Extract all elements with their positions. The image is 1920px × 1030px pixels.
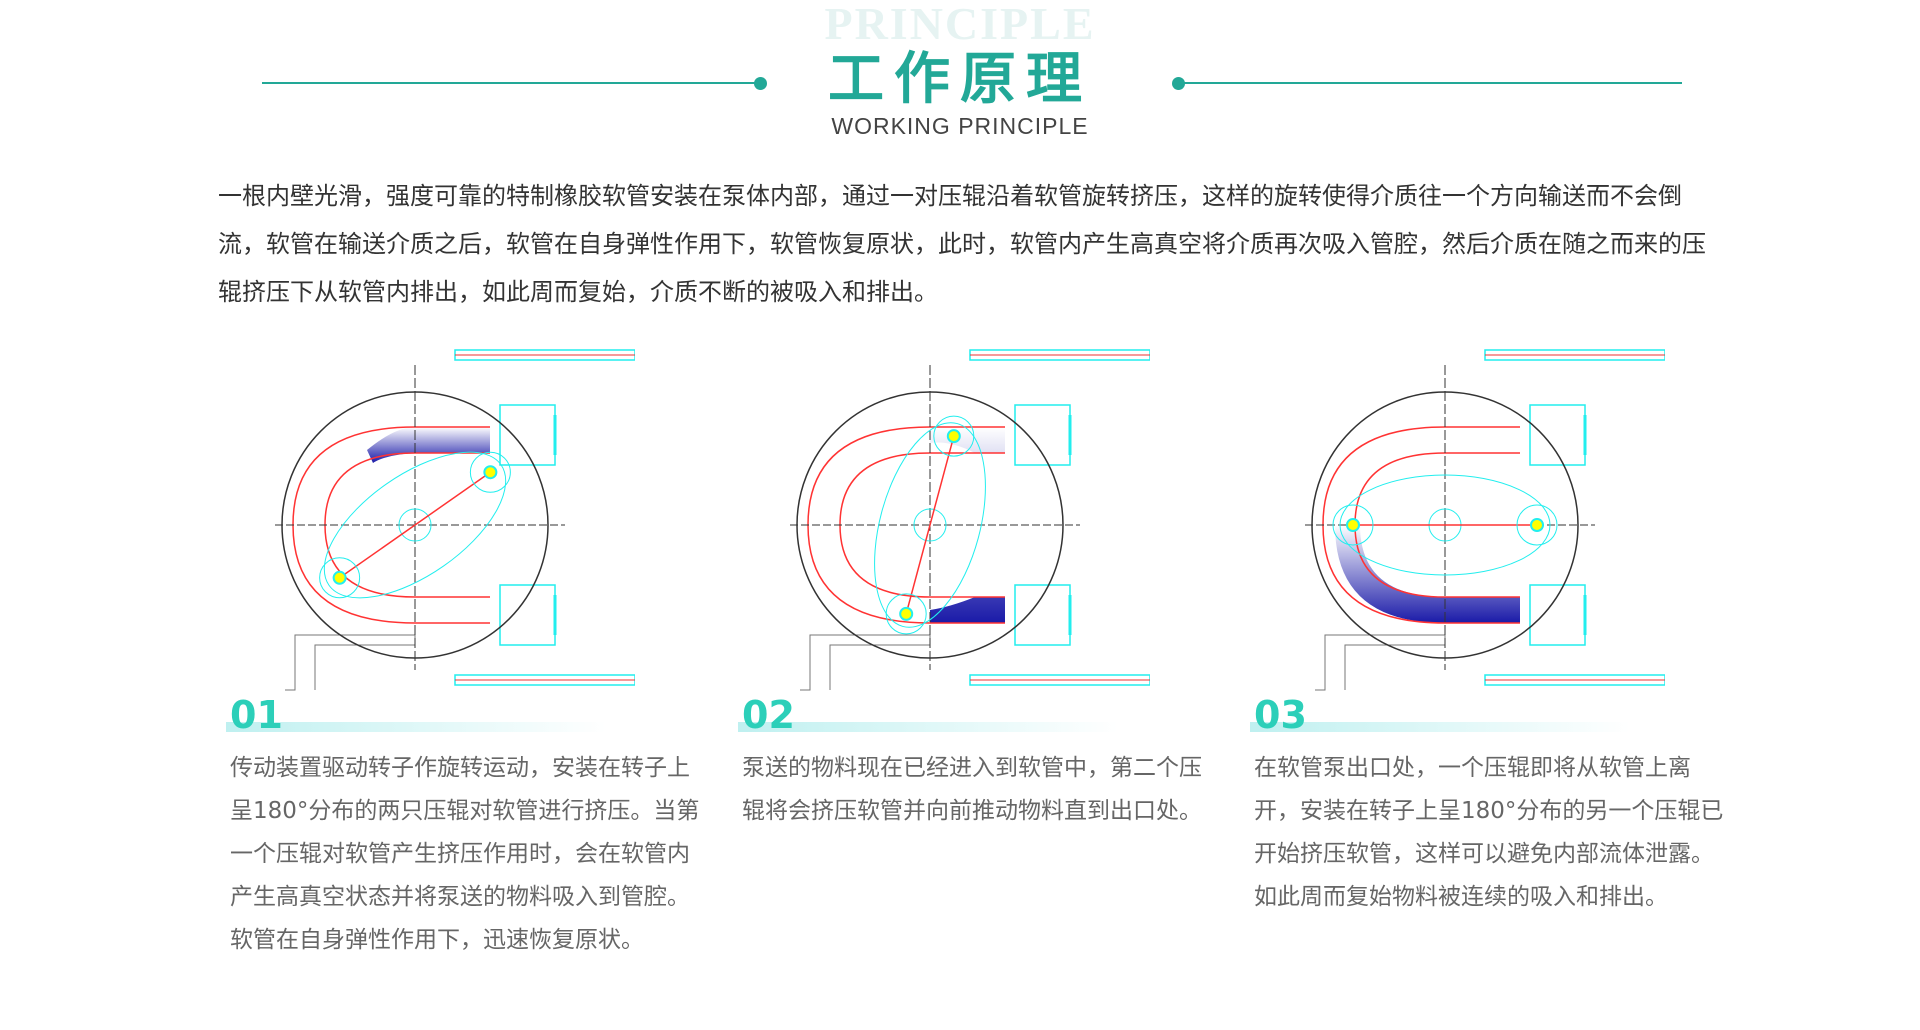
title-divider-left-dot	[754, 77, 767, 90]
rotor-path	[323, 451, 507, 599]
step-3-number: 03	[1254, 693, 1307, 737]
rotor-path	[1339, 474, 1551, 576]
roller	[899, 606, 914, 621]
roller	[1530, 518, 1544, 532]
rotor-hub	[398, 508, 432, 542]
rotor-arm	[339, 471, 491, 579]
step-2-underline	[738, 722, 1118, 732]
step-1-description: 传动装置驱动转子作旋转运动，安装在转子上呈180°分布的两只压辊对软管进行挤压。…	[230, 755, 700, 953]
bracket-top	[1484, 349, 1665, 466]
step-3-underline	[1250, 722, 1630, 732]
compressed-hose	[367, 427, 490, 463]
step-2-description: 泵送的物料现在已经进入到软管中，第二个压辊将会挤压软管并向前推动物料直到出口处。	[742, 755, 1202, 824]
step-1-number: 01	[230, 693, 283, 737]
step-1-underline	[226, 722, 606, 732]
pump-base	[285, 634, 416, 691]
bracket-bottom	[454, 584, 635, 686]
title-divider-right	[1180, 82, 1682, 84]
rotor-arm	[905, 435, 955, 615]
header-watermark: PRINCIPLE	[824, 0, 1096, 49]
title-divider-right-dot	[1172, 77, 1185, 90]
page-subtitle: WORKING PRINCIPLE	[831, 113, 1089, 139]
compressed-hose	[1335, 525, 1520, 623]
compressed-hose	[930, 427, 1005, 623]
roller	[946, 429, 961, 444]
pump-base	[800, 634, 931, 691]
step-3-description: 在软管泵出口处，一个压辊即将从软管上离开，安装在转子上呈180°分布的另一个压辊…	[1254, 755, 1724, 910]
bracket-top	[969, 349, 1150, 466]
rotor-path	[874, 422, 986, 628]
rotor-hub	[913, 508, 947, 542]
step-2-number: 02	[742, 693, 795, 737]
roller	[1346, 518, 1360, 532]
roller	[483, 465, 498, 480]
page-title: 工作原理	[828, 47, 1092, 112]
pump-diagram-step-2	[790, 349, 1150, 691]
pump-diagram-step-3	[1305, 349, 1665, 691]
intro-paragraph: 一根内壁光滑，强度可靠的特制橡胶软管安装在泵体内部，通过一对压辊沿着软管旋转挤压…	[218, 182, 1706, 306]
roller	[332, 570, 347, 585]
pump-base	[1315, 634, 1446, 691]
pump-diagram-step-1	[275, 349, 635, 691]
title-divider-left	[262, 82, 760, 84]
